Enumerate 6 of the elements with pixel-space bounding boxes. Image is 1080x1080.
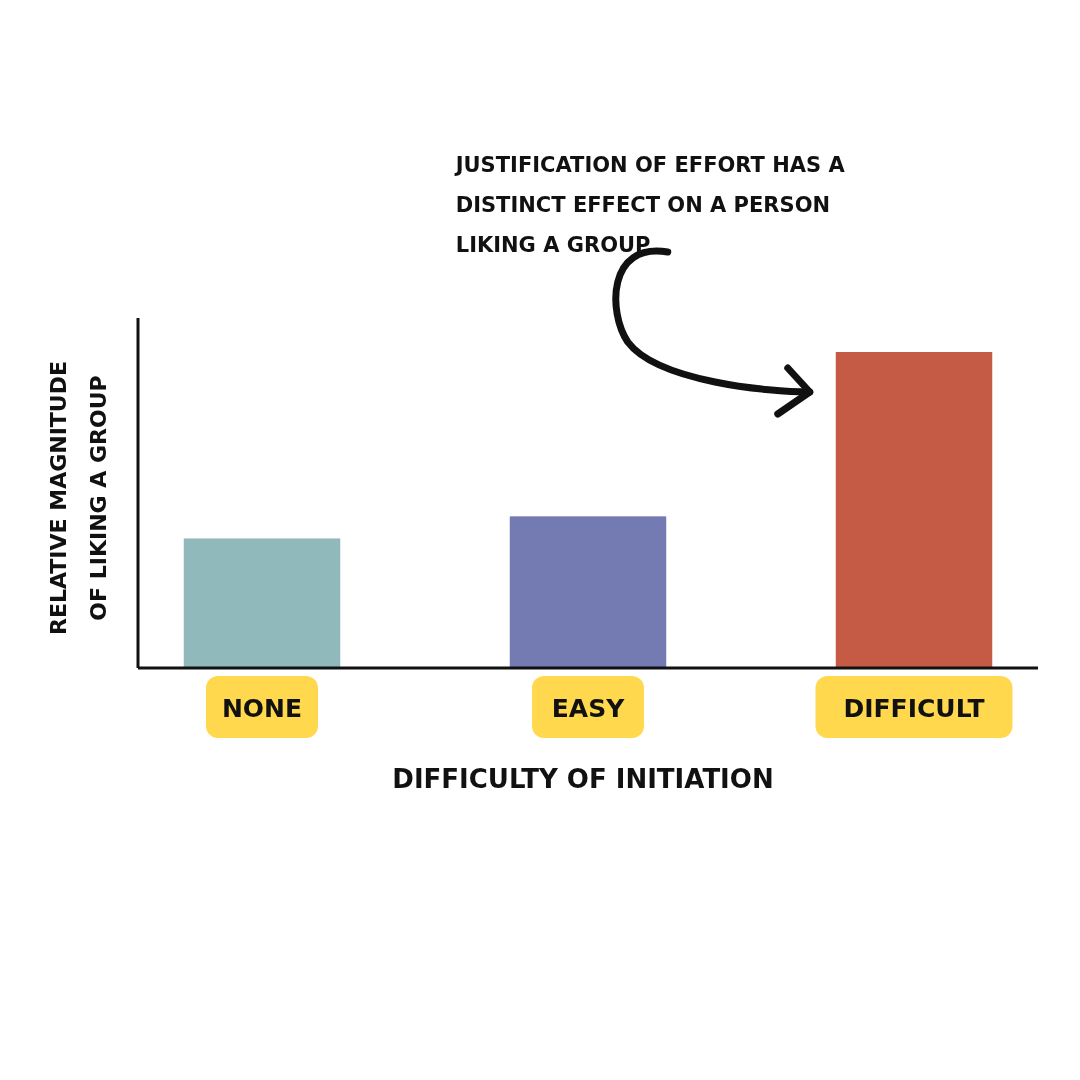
text: JUSTIFICATION OF EFFORT HAS A DISTINCT EFFECT ON A PERSON LIKING A GROUP — [453, 153, 846, 257]
x-tick-label: EASY — [551, 694, 626, 723]
x-tick-label: DIFFICULT — [843, 694, 985, 723]
y-axis-title: RELATIVE MAGNITUDE OF LIKING A GROUP — [46, 361, 111, 635]
x-axis-title: DIFFICULTY OF INITIATION — [392, 764, 774, 794]
x-tick-label: NONE — [221, 694, 303, 723]
